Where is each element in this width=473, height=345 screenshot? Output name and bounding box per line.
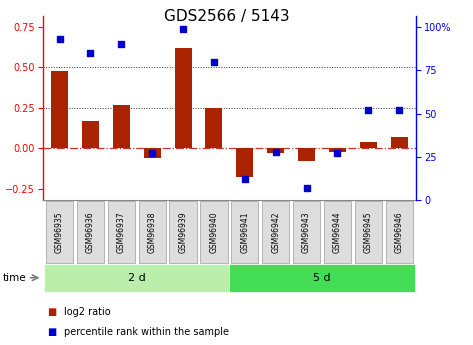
Bar [236, 148, 254, 177]
Bar [51, 71, 68, 148]
Point [87, 50, 94, 56]
Point [303, 185, 310, 191]
FancyBboxPatch shape [77, 201, 104, 263]
FancyBboxPatch shape [293, 201, 320, 263]
Bar [205, 108, 222, 148]
FancyBboxPatch shape [324, 201, 351, 263]
Text: GSM96941: GSM96941 [240, 211, 249, 253]
Bar [298, 148, 315, 161]
Point [117, 42, 125, 47]
FancyBboxPatch shape [108, 201, 135, 263]
Text: log2 ratio: log2 ratio [64, 307, 111, 317]
Text: GSM96939: GSM96939 [179, 211, 188, 253]
Bar [267, 148, 284, 153]
Bar [360, 142, 377, 148]
Text: GSM96936: GSM96936 [86, 211, 95, 253]
Bar [113, 105, 130, 148]
Bar [391, 137, 408, 148]
FancyBboxPatch shape [46, 201, 73, 263]
FancyBboxPatch shape [201, 201, 228, 263]
Point [179, 26, 187, 31]
Text: GSM96938: GSM96938 [148, 211, 157, 253]
Point [149, 151, 156, 156]
FancyBboxPatch shape [44, 264, 229, 292]
Text: GSM96945: GSM96945 [364, 211, 373, 253]
Text: GSM96942: GSM96942 [271, 211, 280, 253]
FancyBboxPatch shape [262, 201, 289, 263]
FancyBboxPatch shape [169, 201, 197, 263]
Text: 5 d: 5 d [313, 273, 331, 283]
Text: GSM96940: GSM96940 [210, 211, 219, 253]
FancyBboxPatch shape [385, 201, 413, 263]
Point [56, 37, 63, 42]
Point [241, 177, 249, 182]
FancyBboxPatch shape [355, 201, 382, 263]
Text: 2 d: 2 d [128, 273, 146, 283]
Bar [144, 148, 161, 158]
Point [272, 149, 280, 155]
Text: ■: ■ [47, 307, 57, 317]
Text: percentile rank within the sample: percentile rank within the sample [64, 327, 229, 337]
Point [365, 107, 372, 113]
Bar [175, 48, 192, 148]
Text: GSM96935: GSM96935 [55, 211, 64, 253]
Text: GSM96943: GSM96943 [302, 211, 311, 253]
Bar [329, 148, 346, 151]
Text: GSM96944: GSM96944 [333, 211, 342, 253]
FancyBboxPatch shape [231, 201, 258, 263]
FancyBboxPatch shape [229, 264, 415, 292]
Text: GSM96937: GSM96937 [117, 211, 126, 253]
Point [210, 59, 218, 65]
Point [395, 107, 403, 113]
Text: time: time [2, 273, 26, 283]
Point [334, 151, 342, 156]
FancyBboxPatch shape [139, 201, 166, 263]
Text: ■: ■ [47, 327, 57, 337]
Text: GSM96946: GSM96946 [395, 211, 404, 253]
Text: GDS2566 / 5143: GDS2566 / 5143 [164, 9, 290, 23]
Bar [82, 121, 99, 148]
